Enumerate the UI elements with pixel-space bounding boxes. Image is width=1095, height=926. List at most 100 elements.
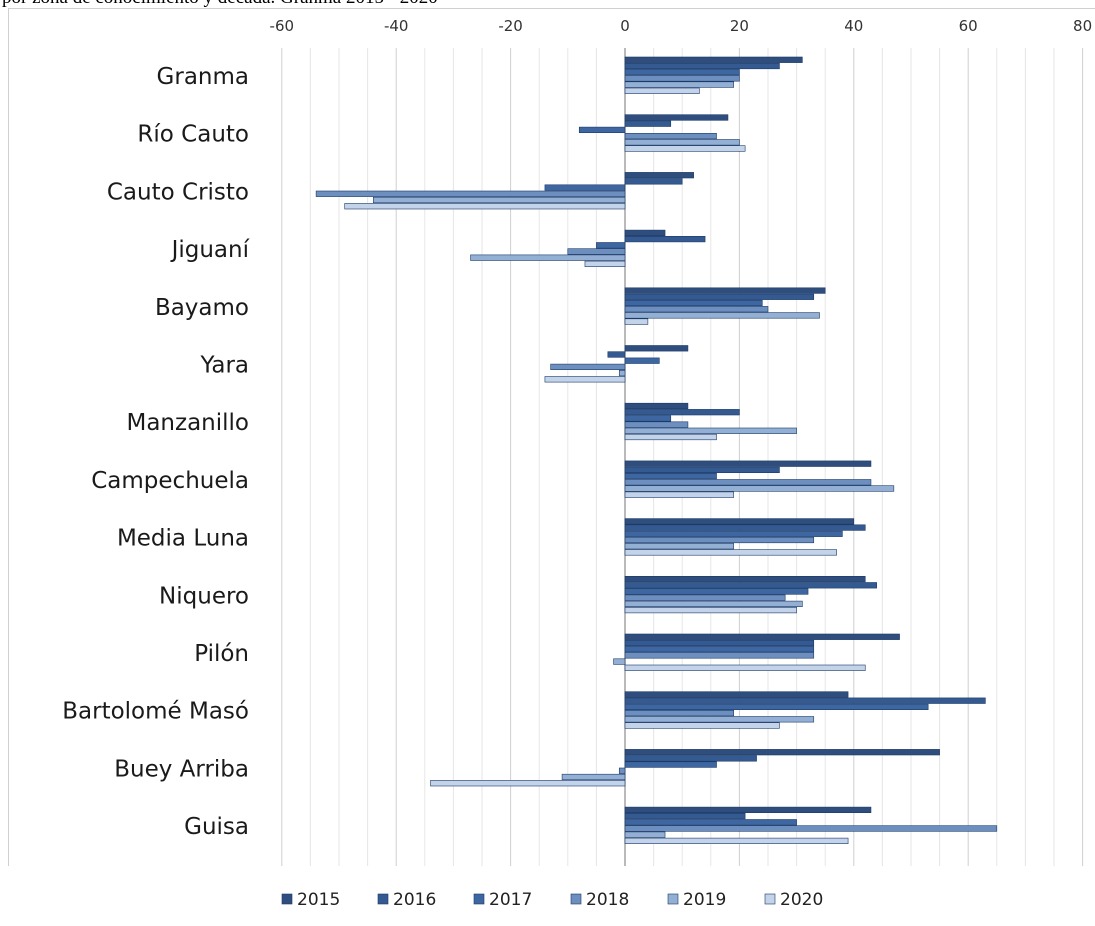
- bar: [624, 133, 717, 140]
- chart-frame-left: [8, 8, 9, 866]
- category-label: Guisa: [184, 814, 249, 840]
- bar: [624, 466, 780, 474]
- category-label: Buey Arriba: [114, 756, 249, 782]
- bar: [624, 575, 866, 583]
- bar: [624, 409, 740, 416]
- bar: [624, 229, 666, 237]
- bar: [624, 172, 694, 179]
- bar: [624, 697, 986, 704]
- bar: [624, 600, 803, 607]
- bar: [618, 767, 626, 774]
- bar: [624, 633, 900, 640]
- x-tick-label: 20: [730, 17, 749, 35]
- bar: [624, 806, 872, 813]
- bar: [624, 62, 780, 70]
- bar: [624, 703, 929, 710]
- bar: [624, 114, 729, 121]
- bar: [624, 722, 780, 729]
- bar: [624, 691, 849, 698]
- x-tick-label: 40: [844, 17, 863, 35]
- bar: [624, 594, 786, 601]
- category-label: Manzanillo: [126, 410, 249, 436]
- bar: [624, 236, 706, 243]
- bar: [624, 582, 877, 589]
- grid-lines: [281, 48, 1084, 866]
- bar: [624, 87, 700, 94]
- bar: [596, 242, 626, 249]
- bar: [624, 518, 855, 525]
- category-label: Granma: [157, 64, 249, 90]
- legend-swatch: [667, 893, 679, 905]
- bar: [624, 479, 872, 486]
- bars: [315, 56, 998, 844]
- legend-label: 2015: [297, 890, 340, 910]
- bar: [544, 376, 626, 383]
- legend-label: 2018: [586, 890, 629, 910]
- category-label: Yara: [199, 353, 249, 379]
- bar: [624, 293, 815, 300]
- legend-label: 2017: [489, 890, 532, 910]
- category-label: Pilón: [194, 641, 249, 667]
- bar: [624, 491, 734, 498]
- bar: [373, 196, 626, 204]
- bar: [567, 248, 626, 255]
- bar: [624, 536, 815, 544]
- bar: [624, 357, 660, 364]
- category-label: Cauto Cristo: [107, 179, 249, 205]
- bar: [618, 369, 626, 377]
- bar: [624, 433, 717, 441]
- bar: [624, 549, 837, 556]
- bar: [624, 460, 872, 467]
- bar: [578, 126, 626, 133]
- bar: [624, 120, 672, 127]
- category-label: Niquero: [159, 583, 249, 609]
- bar: [624, 306, 769, 313]
- bar: [624, 716, 815, 723]
- bar: [624, 472, 717, 480]
- bar: [624, 139, 740, 146]
- x-tick-label: 80: [1073, 17, 1092, 35]
- bar: [544, 184, 626, 191]
- bar: [624, 421, 689, 428]
- category-label: Media Luna: [117, 526, 249, 552]
- bar: [584, 260, 626, 268]
- x-tick-label: 60: [959, 17, 978, 35]
- bar: [624, 819, 797, 826]
- category-label: Río Cauto: [137, 122, 249, 148]
- x-axis-ticks: -60 -40 -20 0 20 40 60 80: [270, 17, 1093, 35]
- x-tick-label: -40: [384, 17, 409, 35]
- bar: [561, 773, 626, 781]
- bar: [624, 427, 797, 434]
- bar: [624, 81, 734, 88]
- bar: [430, 780, 626, 787]
- category-label: Bayamo: [155, 295, 249, 321]
- bar: [624, 287, 826, 294]
- bar: [624, 825, 998, 832]
- bar: [624, 415, 672, 422]
- bar: [624, 524, 866, 531]
- bar: [624, 709, 734, 717]
- category-labels: Granma Río Cauto Cauto Cristo Jiguaní Bayamo…: [62, 64, 249, 840]
- bar: [624, 749, 940, 756]
- bar: [344, 203, 626, 210]
- legend-swatch: [281, 893, 293, 905]
- x-tick-label: -20: [498, 17, 523, 35]
- category-label: Campechuela: [91, 468, 249, 494]
- legend-label: 2016: [393, 890, 436, 910]
- bar: [607, 351, 626, 358]
- bar: [624, 588, 809, 595]
- legend-label: 2019: [683, 890, 726, 910]
- bar: [624, 761, 717, 768]
- x-tick-label: -60: [270, 17, 295, 35]
- bar: [624, 606, 797, 614]
- chart-frame-top: [8, 8, 1095, 9]
- bar: [624, 831, 666, 838]
- bar: [624, 318, 649, 325]
- bar: [624, 312, 820, 319]
- legend-label: 2020: [780, 890, 823, 910]
- bar: [624, 75, 740, 82]
- bar: [470, 254, 626, 261]
- bar: [624, 543, 734, 550]
- legend: 2015 2016 2017 2018 2019 2020: [281, 890, 823, 910]
